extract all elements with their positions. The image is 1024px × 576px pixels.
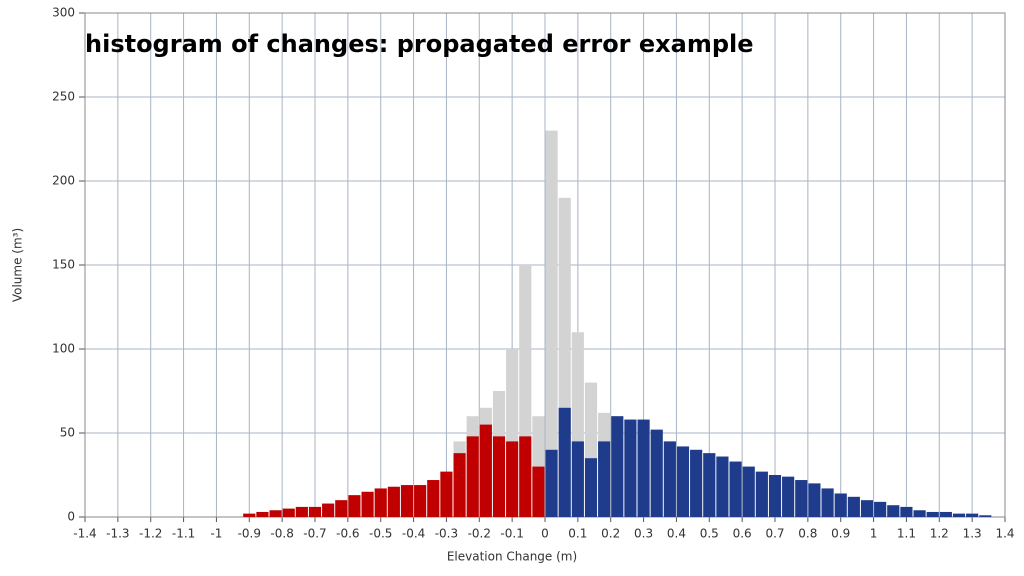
bar [466,436,479,517]
x-tick-label: -1 [210,527,222,541]
x-tick-label: -1.1 [172,527,195,541]
chart-title: histogram of changes: propagated error e… [85,30,754,58]
x-tick-label: -0.7 [303,527,326,541]
x-tick-label: -0.5 [369,527,392,541]
x-tick-label: 0.2 [601,527,620,541]
bar [874,501,887,517]
x-tick-label: 1.2 [930,527,949,541]
bar [834,493,847,517]
bar [966,513,979,517]
bar [650,429,663,517]
y-tick-label: 0 [67,510,75,524]
x-tick-label: 1 [870,527,878,541]
bar [598,441,611,517]
bar [729,461,742,517]
bar [742,466,755,517]
bar [492,436,506,517]
bar [782,476,795,517]
x-tick-label: 1.1 [897,527,916,541]
bar [755,471,768,517]
bar [624,419,637,517]
x-tick-label: -1.2 [139,527,162,541]
bar [506,441,519,517]
y-tick-label: 300 [52,6,75,20]
x-tick-label: 0 [541,527,549,541]
x-tick-label: -1.3 [106,527,129,541]
bar [243,513,256,517]
x-tick-label: 0.5 [700,527,719,541]
y-tick-label: 150 [52,258,75,272]
y-tick-label: 50 [60,426,75,440]
bar [900,506,913,517]
bar [414,485,427,517]
bar [400,485,414,517]
bar [335,500,348,517]
bar [808,483,821,517]
x-tick-label: -0.2 [468,527,491,541]
bar [440,471,453,517]
y-tick-label: 250 [52,90,75,104]
bar [663,441,676,517]
bar [322,503,335,517]
x-tick-label: 1.4 [995,527,1014,541]
bar [703,453,716,517]
bar [519,436,532,517]
x-tick-label: -0.9 [238,527,261,541]
bar [545,130,558,517]
x-tick-label: 0.3 [634,527,653,541]
bar [952,513,966,517]
bar [847,496,860,517]
bar [348,495,361,517]
bar [545,449,558,517]
x-tick-label: -0.3 [435,527,458,541]
x-axis-label: Elevation Change (m) [447,550,577,564]
bar [256,511,269,517]
y-tick-label: 100 [52,342,75,356]
bar [690,449,703,517]
x-tick-label: 0.6 [733,527,752,541]
y-tick-label: 200 [52,174,75,188]
bar [637,419,650,517]
x-tick-label: -0.4 [402,527,425,541]
bar [716,456,729,517]
x-tick-label: -0.6 [336,527,359,541]
bar [913,510,926,517]
bar [282,508,295,517]
bar [558,407,571,517]
x-tick-label: -1.4 [73,527,96,541]
bar [453,453,466,517]
bar [676,446,690,517]
bar [427,480,440,517]
bar [979,515,992,517]
bar [939,511,952,517]
bar [584,458,598,517]
bar [821,488,834,517]
x-tick-label: -0.8 [270,527,293,541]
bar [295,506,308,517]
bar [479,424,492,517]
bar [361,491,374,517]
bar [374,488,387,517]
bar [269,510,282,517]
bar [611,416,624,517]
bar [308,506,322,517]
x-tick-label: 0.7 [765,527,784,541]
x-tick-label: 0.4 [667,527,686,541]
x-tick-label: 0.8 [798,527,817,541]
plot-frame [84,12,1006,518]
x-tick-label: 1.3 [963,527,982,541]
bar [926,511,939,517]
x-tick-label: -0.1 [500,527,523,541]
x-tick-label: 0.1 [568,527,587,541]
bar [860,500,874,517]
bar [768,475,782,517]
bar [532,466,545,517]
bar [571,441,584,517]
bar [387,486,400,517]
x-tick-label: 0.9 [831,527,850,541]
y-axis-label: Volume (m³) [11,228,25,302]
bar [887,505,900,517]
bar [795,480,808,517]
